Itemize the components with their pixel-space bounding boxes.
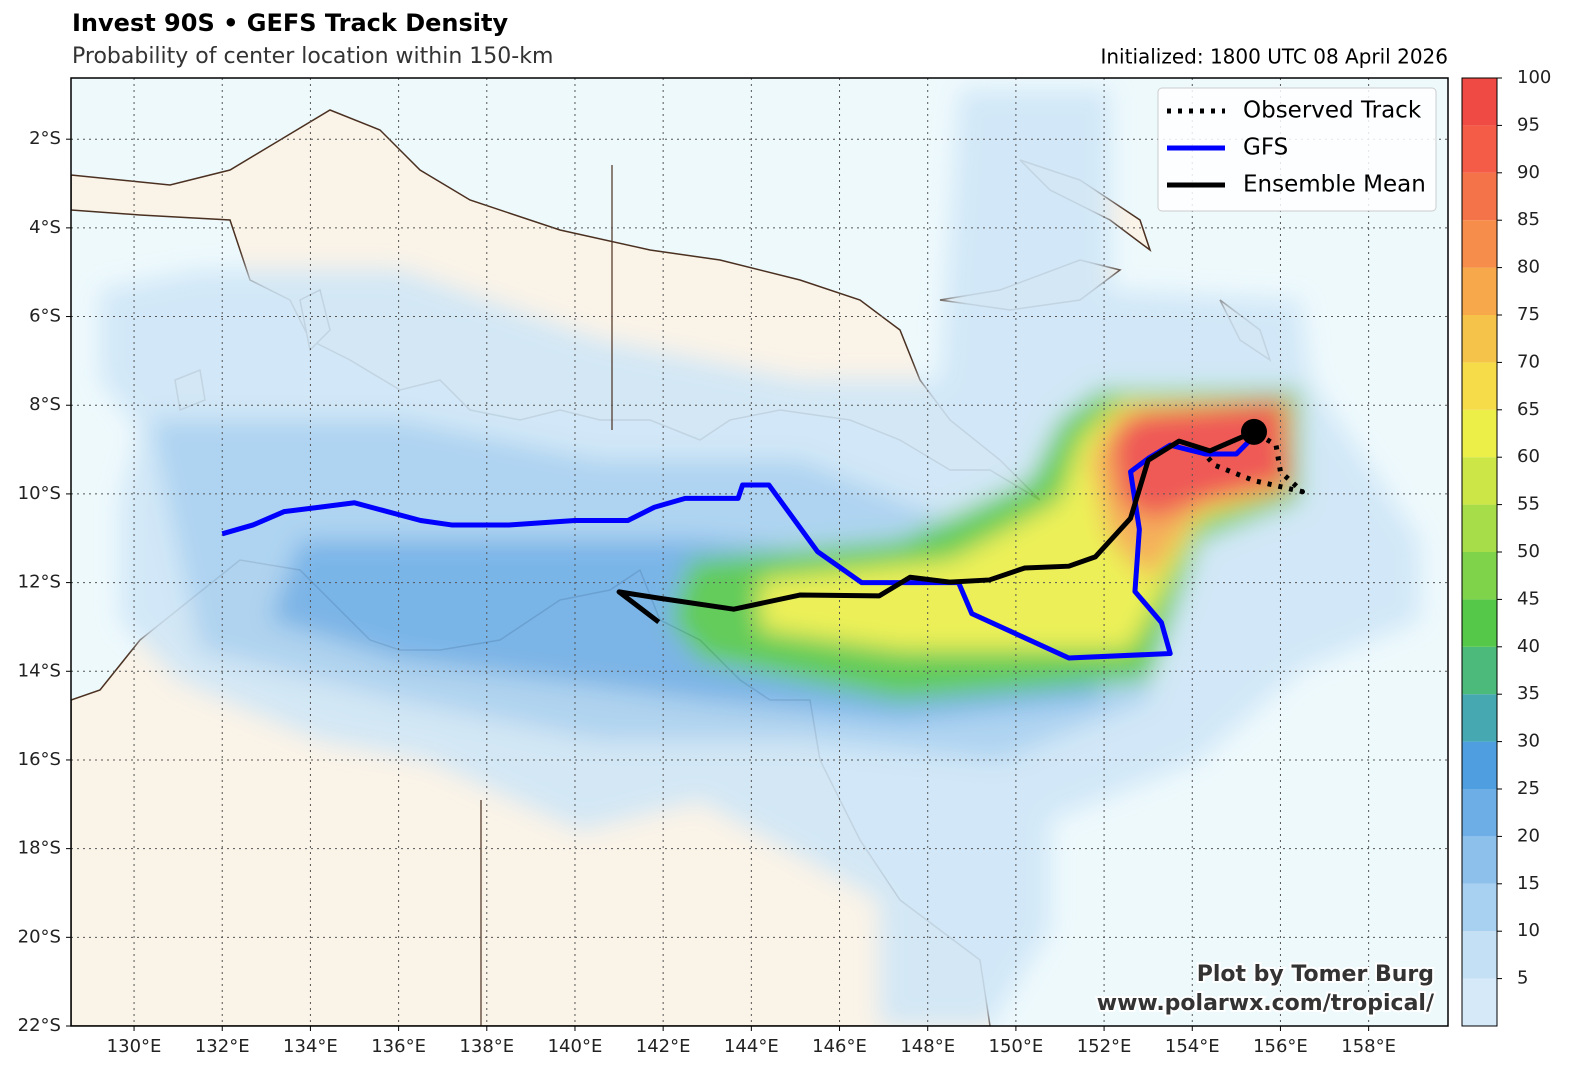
- x-tick-label: 146°E: [812, 1036, 867, 1057]
- colorbar-tick-label: 45: [1517, 588, 1540, 609]
- colorbar-tick-label: 65: [1517, 399, 1540, 420]
- colorbar-bin: [1462, 267, 1497, 315]
- colorbar-bin: [1462, 836, 1497, 884]
- x-tick-label: 132°E: [195, 1036, 250, 1057]
- x-tick-label: 144°E: [724, 1036, 779, 1057]
- colorbar-bin: [1462, 220, 1497, 268]
- colorbar-bin: [1462, 125, 1497, 173]
- colorbar-tick-label: 25: [1517, 778, 1540, 799]
- y-tick-label: 14°S: [18, 660, 61, 681]
- y-tick-label: 8°S: [29, 394, 61, 415]
- colorbar-bin: [1462, 599, 1497, 647]
- colorbar-bin: [1462, 694, 1497, 742]
- colorbar-tick-label: 30: [1517, 731, 1540, 752]
- y-tick-label: 2°S: [29, 128, 61, 149]
- legend-label: GFS: [1243, 135, 1288, 161]
- legend-label: Observed Track: [1243, 98, 1422, 124]
- colorbar-tick-label: 20: [1517, 825, 1540, 846]
- x-tick-label: 156°E: [1253, 1036, 1308, 1057]
- x-tick-label: 154°E: [1165, 1036, 1220, 1057]
- y-tick-label: 4°S: [29, 217, 61, 238]
- x-tick-label: 150°E: [989, 1036, 1044, 1057]
- colorbar-bin: [1462, 457, 1497, 505]
- track: [616, 429, 1255, 625]
- y-tick-label: 20°S: [18, 926, 61, 947]
- colorbar-bin: [1462, 883, 1497, 932]
- track: [1199, 429, 1305, 495]
- colorbar-bin: [1462, 978, 1497, 1026]
- colorbar-tick-label: 70: [1517, 351, 1540, 372]
- title: Invest 90S • GEFS Track Density: [72, 9, 508, 37]
- credit: Plot by Tomer Burg: [1197, 962, 1434, 987]
- colorbar-tick-label: 80: [1517, 257, 1540, 278]
- axes: 130°E 132°E 134°E 136°E 138°E 140°E 142°E 144°E…: [18, 128, 1396, 1057]
- colorbar-bin: [1462, 552, 1497, 600]
- x-tick-label: 148°E: [900, 1036, 955, 1057]
- colorbar-tick-label: 5: [1517, 968, 1528, 989]
- y-tick-label: 10°S: [18, 483, 61, 504]
- x-tick-label: 140°E: [548, 1036, 603, 1057]
- colorbar-bin: [1462, 409, 1497, 458]
- y-tick-label: 22°S: [18, 1015, 61, 1036]
- colorbar-bin: [1462, 172, 1497, 221]
- colorbar-tick-label: 85: [1517, 209, 1540, 230]
- colorbar-tick-label: 90: [1517, 162, 1540, 183]
- colorbar-tick-label: 15: [1517, 873, 1540, 894]
- x-tick-label: 142°E: [636, 1036, 691, 1057]
- colorbar-bin: [1462, 315, 1497, 363]
- track: [221, 434, 1256, 661]
- init-time: Initialized: 1800 UTC 08 April 2026: [1100, 45, 1448, 69]
- colorbar-tick-label: 95: [1517, 114, 1540, 135]
- colorbar: 5 10 15 20 25 30 35 40 45 50 55 60 65 70 75 80 85 90 95 100: [1461, 67, 1551, 1027]
- x-tick-label: 138°E: [459, 1036, 514, 1057]
- grid: [71, 78, 1448, 1026]
- colorbar-bin: [1462, 78, 1497, 126]
- x-tick-label: 136°E: [371, 1036, 426, 1057]
- credit-url: www.polarwx.com/tropical/: [1097, 991, 1435, 1016]
- colorbar-bin: [1462, 362, 1497, 410]
- legend-box: [1157, 87, 1437, 212]
- frame: [70, 77, 1449, 1027]
- colorbar-bin: [1462, 741, 1497, 789]
- x-tick-label: 134°E: [283, 1036, 338, 1057]
- colorbar-bin: [1462, 504, 1497, 552]
- y-tick-label: 6°S: [29, 306, 61, 327]
- colorbar-tick-label: 60: [1517, 446, 1540, 467]
- density-shading: [100, 90, 1420, 1026]
- colorbar-tick-label: 40: [1517, 636, 1540, 657]
- colorbar-tick-label: 55: [1517, 494, 1540, 515]
- colorbar-tick-label: 50: [1517, 541, 1540, 562]
- y-tick-label: 12°S: [18, 572, 61, 593]
- x-tick-label: 130°E: [107, 1036, 162, 1057]
- legend-label: Ensemble Mean: [1243, 172, 1426, 198]
- colorbar-bin: [1462, 646, 1497, 695]
- map-area: [71, 78, 1448, 1026]
- current-position: [1240, 418, 1267, 445]
- colorbar-tick-label: 35: [1517, 683, 1540, 704]
- tracks: [221, 418, 1305, 661]
- y-tick-label: 18°S: [18, 838, 61, 859]
- y-tick-label: 16°S: [18, 749, 61, 770]
- legend: Observed Track GFS Ensemble Mean: [1157, 87, 1437, 212]
- colorbar-tick-label: 10: [1517, 920, 1540, 941]
- x-tick-label: 158°E: [1341, 1036, 1396, 1057]
- colorbar-bin: [1462, 789, 1497, 837]
- subtitle: Probability of center location within 15…: [72, 44, 553, 69]
- colorbar-tick-label: 75: [1517, 304, 1540, 325]
- colorbar-tick-label: 100: [1517, 67, 1551, 88]
- x-tick-label: 152°E: [1077, 1036, 1132, 1057]
- borders: [480, 165, 613, 1026]
- colorbar-bin: [1462, 931, 1497, 979]
